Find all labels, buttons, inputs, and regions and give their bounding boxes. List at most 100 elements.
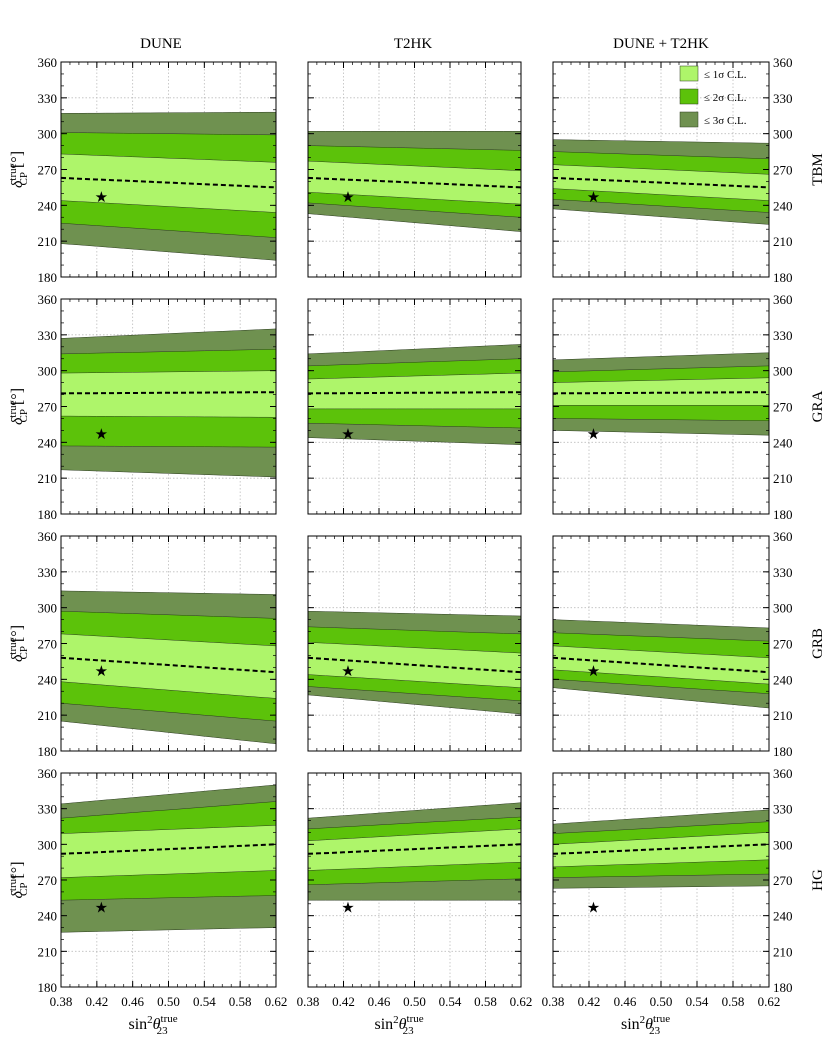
y-label-sup: true: [7, 163, 19, 180]
y-tick-label: 330: [38, 328, 58, 343]
y-label-sup: true: [7, 400, 19, 417]
y-tick-label: 270: [38, 400, 58, 415]
central-line-hg-dune-t2hk: [552, 843, 770, 855]
panel-gra-t2hk: ★: [307, 298, 522, 515]
y-label-sub: CP: [18, 409, 30, 422]
central-line-gra-t2hk: [307, 391, 521, 395]
y-tick-label: 180: [773, 270, 793, 285]
ticks-grb-dune-t2hk: [552, 535, 770, 752]
x-tick-label: 0.50: [650, 994, 673, 1009]
x-label-sub: 23: [403, 1025, 415, 1037]
x-label-sup2: true: [161, 1013, 178, 1025]
x-label-theta: θ: [153, 1016, 161, 1033]
y-axis-label: δtrueCP [°]: [7, 151, 30, 188]
ticks-tbm-dune: [60, 61, 277, 278]
sigma1-band-hg-dune: [60, 825, 277, 878]
x-axis-label: sin2θtrue 23: [375, 1013, 424, 1037]
y-tick-label: 300: [773, 364, 793, 379]
x-label-sup1: 2: [640, 1014, 646, 1026]
x-tick-label: 0.58: [229, 994, 252, 1009]
y-label-unit: [°]: [9, 151, 26, 168]
y-tick-label: 210: [38, 234, 58, 249]
central-line-tbm-t2hk: [307, 176, 522, 189]
ticks-grb-t2hk: [307, 535, 522, 752]
y-tick-label: 330: [38, 802, 58, 817]
panel-tbm-dune-t2hk: ★ 180 210 240 270 300 330 360: [552, 55, 793, 285]
y-tick-label: 270: [773, 637, 793, 652]
central-line-grb-dune-t2hk: [552, 656, 770, 674]
y-label-unit: [°]: [9, 388, 26, 405]
y-tick-label: 330: [773, 565, 793, 580]
y-tick-label: 240: [773, 435, 793, 450]
y-label-sup: true: [7, 874, 19, 891]
y-tick-label: 240: [38, 435, 58, 450]
x-label-theta: θ: [399, 1016, 407, 1033]
panel-gra-dune: ★ 180 210 240 270 300 330 360: [38, 292, 277, 522]
y-tick-label: 210: [38, 708, 58, 723]
best-fit-star: ★: [95, 190, 108, 206]
central-line-hg-t2hk: [307, 843, 522, 855]
x-tick-label: 0.38: [50, 994, 73, 1009]
panel-grb-dune-t2hk: ★ 180 210 240 270 300 330 360: [552, 529, 793, 759]
y-tick-label: 360: [38, 292, 58, 307]
best-fit-star: ★: [95, 664, 108, 680]
best-fit-star: ★: [95, 900, 108, 916]
ticks-gra-dune: [60, 298, 277, 515]
y-tick-label: 180: [38, 270, 58, 285]
panel-gra-dune-t2hk: ★ 180 210 240 270 300 330 360: [552, 292, 793, 522]
y-label-unit: [°]: [9, 861, 26, 878]
y-label-sub: CP: [18, 172, 30, 185]
y-tick-label: 300: [38, 837, 58, 852]
x-label-sup1: 2: [147, 1014, 153, 1026]
best-fit-star: ★: [341, 190, 354, 206]
y-tick-label: 300: [773, 127, 793, 142]
ticks-gra-t2hk: [307, 298, 522, 515]
y-label-delta: δ: [9, 891, 26, 899]
x-tick-label: 0.42: [332, 994, 355, 1009]
central-line-grb-t2hk: [307, 656, 522, 674]
y-tick-label: 360: [773, 55, 793, 70]
y-tick-label: 270: [773, 163, 793, 178]
y-tick-label: 210: [773, 944, 793, 959]
row-title-grb: GRB: [810, 628, 826, 659]
y-tick-label: 270: [773, 873, 793, 888]
y-tick-label: 180: [38, 507, 58, 522]
row-titles: TBM GRA GRB HG: [810, 153, 826, 891]
y-tick-label: 180: [38, 980, 58, 995]
x-label-theta: θ: [645, 1016, 653, 1033]
y-tick-label: 210: [38, 471, 58, 486]
ticks-hg-t2hk: [307, 772, 522, 988]
y-tick-label: 180: [773, 744, 793, 759]
x-tick-label: 0.62: [758, 994, 781, 1009]
central-line-gra-dune: [60, 391, 276, 395]
y-tick-label: 360: [773, 529, 793, 544]
x-tick-label: 0.46: [614, 994, 637, 1009]
y-tick-label: 360: [773, 292, 793, 307]
y-axis-label: δtrueCP [°]: [7, 625, 30, 662]
y-tick-label: 240: [38, 909, 58, 924]
y-tick-label: 270: [38, 163, 58, 178]
x-label-sin: sin: [375, 1016, 394, 1033]
y-label-delta: δ: [9, 417, 26, 425]
panel-grb-dune: ★ 180 210 240 270 300 330 360: [38, 529, 277, 759]
y-tick-label: 360: [38, 529, 58, 544]
ticks-gra-dune-t2hk: [552, 298, 770, 515]
y-tick-label: 300: [38, 127, 58, 142]
legend-label-1: ≤ 1σ C.L.: [704, 69, 747, 81]
y-tick-label: 240: [38, 198, 58, 213]
x-label-sup2: true: [653, 1013, 670, 1025]
x-axis-label: sin2θtrue 23: [129, 1013, 178, 1037]
legend: ≤ 1σ C.L. ≤ 2σ C.L. ≤ 3σ C.L.: [679, 65, 747, 128]
y-tick-label: 210: [773, 708, 793, 723]
y-tick-label: 330: [38, 565, 58, 580]
y-tick-label: 240: [773, 672, 793, 687]
central-line-tbm-dune: [60, 176, 277, 189]
x-tick-label: 0.38: [297, 994, 320, 1009]
x-label-sup1: 2: [393, 1014, 399, 1026]
legend-swatch-1: [679, 65, 699, 82]
legend-swatch-2: [679, 88, 699, 105]
x-tick-label: 0.54: [686, 994, 709, 1009]
central-line-gra-dune-t2hk: [552, 391, 769, 395]
panels: ★ 180 210 240 270 300 330 360 ★ ★ 180 210 240 270 300 3…: [38, 55, 793, 1009]
